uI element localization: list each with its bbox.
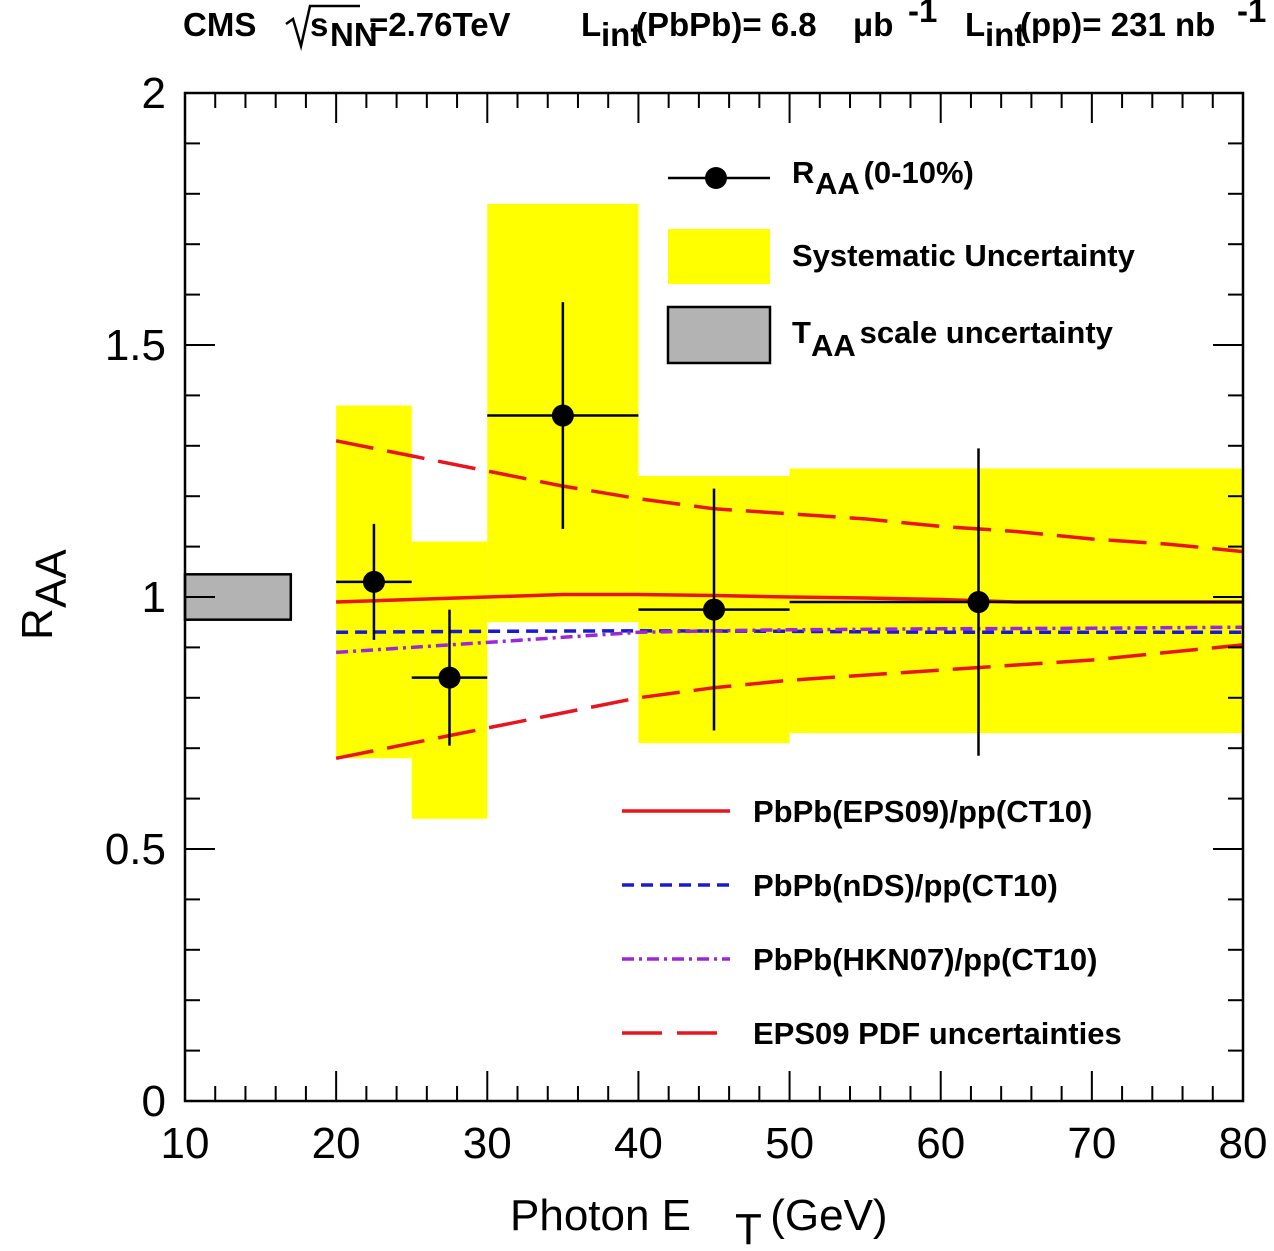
x-tick-label: 70 [1067, 1119, 1116, 1168]
data-point [789, 448, 1243, 756]
sqrt-symbol-icon [285, 4, 360, 51]
x-axis-label: Photon E [510, 1191, 691, 1240]
series-line [335, 643, 1244, 761]
x-axis-title: Photon E T (GeV) [510, 1191, 888, 1251]
x-axis-label-unit: (GeV) [758, 1191, 888, 1240]
data-point [411, 609, 488, 746]
point-marker [551, 404, 574, 427]
y-tick-labels: 0 0.5 1 1.5 2 [105, 69, 166, 1126]
title-lumi2-exp: -1 [1237, 0, 1266, 29]
legend-item-curve: PbPb(EPS09)/pp(CT10) [622, 794, 1092, 829]
legend-curve-label: PbPb(EPS09)/pp(CT10) [753, 794, 1092, 829]
title-lumi2-prefix: L [965, 6, 985, 43]
series-line [335, 439, 1244, 554]
legend-item-curve: EPS09 PDF uncertainties [622, 1016, 1122, 1051]
x-tick-label: 30 [463, 1119, 512, 1168]
point-marker [967, 591, 990, 614]
data-point [638, 488, 790, 731]
y-tick-label: 1 [142, 573, 166, 622]
x-tick-label: 10 [161, 1119, 210, 1168]
legend-taa-rest: scale uncertainty [851, 315, 1114, 350]
x-axis-label-sub: T [735, 1205, 762, 1251]
legend-taa-name: T [792, 315, 811, 350]
legend-curve-label: EPS09 PDF uncertainties [753, 1016, 1122, 1051]
y-tick-label: 1.5 [105, 321, 166, 370]
title-lumi2-sub: int [985, 16, 1025, 53]
title-lumi1-rest: (PbPb)= 6.8 [636, 6, 817, 43]
legend-item-taa: T AA scale uncertainty [666, 305, 1114, 365]
x-tick-label: 60 [916, 1119, 965, 1168]
title-lumi1-exp: -1 [908, 0, 937, 29]
x-tick-label: 80 [1219, 1119, 1268, 1168]
legend-marker-icon [705, 167, 727, 189]
title-experiment: CMS [183, 6, 256, 43]
legend-systematic-label: Systematic Uncertainty [792, 238, 1136, 273]
title-lumi1-sub: int [601, 16, 641, 53]
point-marker [703, 598, 725, 621]
y-axis-label-sub: AA [27, 549, 76, 608]
x-tick-labels: 10 20 30 40 50 60 70 80 [161, 1119, 1268, 1168]
title-lumi1-unit: μb [853, 6, 893, 43]
point-marker [362, 570, 385, 593]
data-points [336, 302, 1243, 756]
legend-taa-swatch [666, 305, 772, 365]
legend-item-curve: PbPb(HKN07)/pp(CT10) [622, 942, 1097, 977]
series-line [335, 625, 1244, 655]
title-energy-sub: NN [330, 16, 378, 53]
x-tick-label: 20 [312, 1119, 361, 1168]
legend-taa-sub: AA [811, 328, 856, 363]
systematic-uncertainty-boxes [336, 203, 1243, 819]
title-lumi2-rest: (pp)= 231 nb [1020, 6, 1215, 43]
legend-curve-label: PbPb(nDS)/pp(CT10) [753, 868, 1058, 903]
y-axis-title: R AA [13, 549, 76, 640]
title-energy-symbol: s [310, 6, 328, 43]
legend-item-systematic: Systematic Uncertainty [668, 229, 1136, 284]
chart-title: CMS s NN =2.76TeV L int (PbPb)= 6.8 μb -… [183, 0, 1266, 53]
x-tick-label: 40 [614, 1119, 663, 1168]
legend-raa-rest: (0-10%) [855, 155, 974, 190]
y-tick-label: 0 [142, 1077, 166, 1126]
legend-systematic-swatch [668, 229, 770, 284]
legend-top: R AA (0-10%) Systematic Uncertainty T AA… [666, 155, 1136, 365]
legend-raa-sub: AA [815, 166, 860, 201]
y-tick-label: 0.5 [105, 825, 166, 874]
legend-curve-label: PbPb(HKN07)/pp(CT10) [753, 942, 1097, 977]
point-marker [438, 666, 461, 689]
title-lumi1-prefix: L [581, 6, 601, 43]
data-point [336, 523, 412, 640]
legend-raa-name: R [792, 155, 814, 190]
legend-bottom: PbPb(EPS09)/pp(CT10) PbPb(nDS)/pp(CT10) Pb… [622, 794, 1122, 1051]
legend-item-raa: R AA (0-10%) [668, 155, 974, 201]
y-tick-label: 2 [142, 69, 166, 118]
data-point [487, 302, 639, 529]
title-energy-value: =2.76TeV [369, 6, 511, 43]
axis-ticks [184, 92, 1244, 1102]
y-axis-label: R [13, 608, 62, 640]
legend-item-curve: PbPb(nDS)/pp(CT10) [622, 868, 1058, 903]
x-tick-label: 50 [765, 1119, 814, 1168]
